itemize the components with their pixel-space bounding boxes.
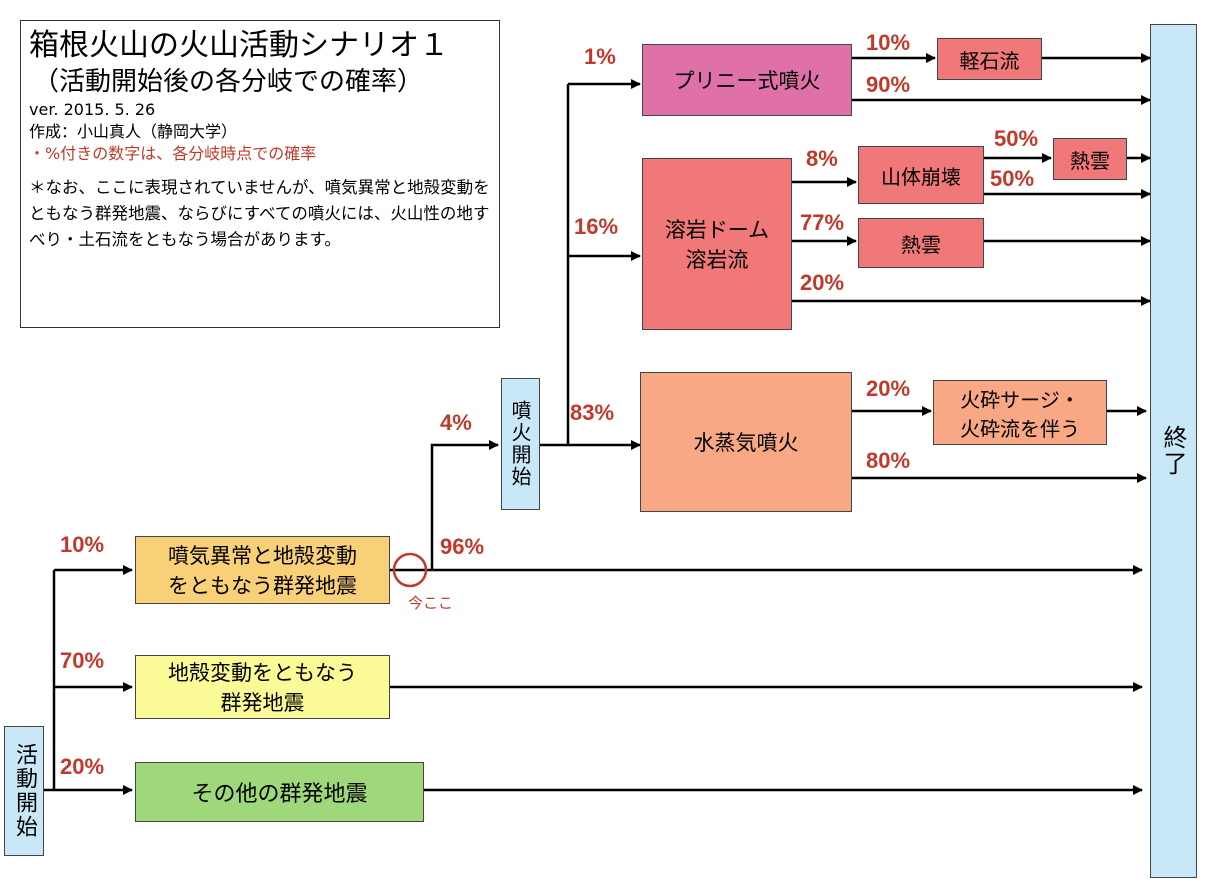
node-eruption-start-label: 噴火開始 (508, 400, 532, 488)
node-phreatic-label: 水蒸気噴火 (693, 431, 799, 455)
current-position-marker (392, 552, 428, 588)
pct-no-eruption: 96% (440, 534, 485, 559)
node-pumice-flow: 軽石流 (937, 38, 1042, 80)
node-surge-line2: 火砕流を伴う (960, 416, 1080, 441)
node-sector-collapse-label: 山体崩壊 (881, 164, 961, 189)
node-eq-other: その他の群発地震 (135, 762, 424, 822)
node-eq-crustal-line1: 地殻変動をともなう (168, 661, 357, 685)
pct-phreatic-end: 80% (866, 448, 911, 473)
node-eq-crustal: 地殻変動をともなう 群発地震 (135, 655, 390, 719)
pct-surge: 20% (866, 376, 911, 401)
pct-dome-cloud: 77% (800, 210, 845, 235)
node-pumice-flow-label: 軽石流 (959, 48, 1020, 73)
info-box: 箱根火山の火山活動シナリオ１ （活動開始後の各分岐での確率） ver. 2015… (20, 20, 500, 328)
node-eruption-start: 噴火開始 (501, 378, 540, 510)
version-text: ver. 2015. 5. 26 (29, 100, 156, 119)
node-lava-dome-line1: 溶岩ドーム (664, 218, 770, 242)
pct-plinian-end: 90% (866, 72, 911, 97)
node-eq-anomaly-line2: をともなう群発地震 (168, 574, 357, 598)
node-sector-collapse: 山体崩壊 (858, 146, 984, 204)
pct-plinian: 1% (584, 44, 616, 69)
pct-collapse-end: 50% (990, 166, 1035, 191)
legend-note: ・%付きの数字は、各分岐時点での確率 (29, 144, 317, 163)
node-pyroclastic-cloud-b-label: 熱雲 (901, 232, 941, 257)
pct-collapse-cloud: 50% (994, 126, 1039, 151)
node-lava-dome-line2: 溶岩流 (685, 248, 749, 272)
node-pyroclastic-cloud-a-label: 熱雲 (1070, 148, 1110, 173)
node-end-label: 終了 (1159, 425, 1187, 477)
pct-collapse: 8% (806, 146, 838, 171)
current-position-label: 今ここ (408, 594, 454, 612)
node-end: 終了 (1150, 24, 1197, 878)
pct-eq-anomaly: 10% (60, 532, 105, 557)
footnote: ＊なお、ここに表現されていませんが、噴気異常と地殻変動をともなう群発地震、ならび… (29, 178, 490, 249)
node-pyroclastic-cloud-b: 熱雲 (858, 218, 984, 268)
pct-eruption: 4% (440, 410, 472, 435)
diagram-subtitle: （活動開始後の各分岐での確率） (33, 67, 424, 97)
diagram-title: 箱根火山の火山活動シナリオ１ (29, 28, 449, 63)
node-plinian: プリニー式噴火 (642, 44, 852, 116)
node-surge-line1: 火砕サージ・ (960, 387, 1080, 412)
node-eq-anomaly-line1: 噴気異常と地殻変動 (168, 544, 357, 568)
node-phreatic: 水蒸気噴火 (640, 372, 852, 512)
pct-dome-end: 20% (800, 270, 845, 295)
pct-lava-dome: 16% (574, 214, 619, 239)
node-activity-start: 活動開始 (4, 726, 44, 856)
node-eq-crustal-line2: 群発地震 (220, 691, 305, 715)
node-activity-start-label: 活動開始 (12, 743, 37, 839)
node-plinian-label: プリニー式噴火 (673, 69, 821, 93)
pct-eq-crustal: 70% (60, 648, 105, 673)
node-pyroclastic-cloud-a: 熱雲 (1053, 138, 1127, 180)
pct-pumice-flow: 10% (866, 30, 911, 55)
node-lava-dome: 溶岩ドーム 溶岩流 (642, 158, 792, 330)
author-text: 作成：小山真人（静岡大学） (29, 122, 238, 141)
node-surge: 火砕サージ・ 火砕流を伴う (933, 380, 1107, 445)
arrow-to-eruption (430, 440, 499, 570)
node-eq-other-label: その他の群発地震 (191, 782, 368, 807)
node-eq-anomaly: 噴気異常と地殻変動 をともなう群発地震 (135, 536, 390, 604)
pct-eq-other: 20% (60, 754, 105, 779)
pct-phreatic: 83% (570, 400, 615, 425)
